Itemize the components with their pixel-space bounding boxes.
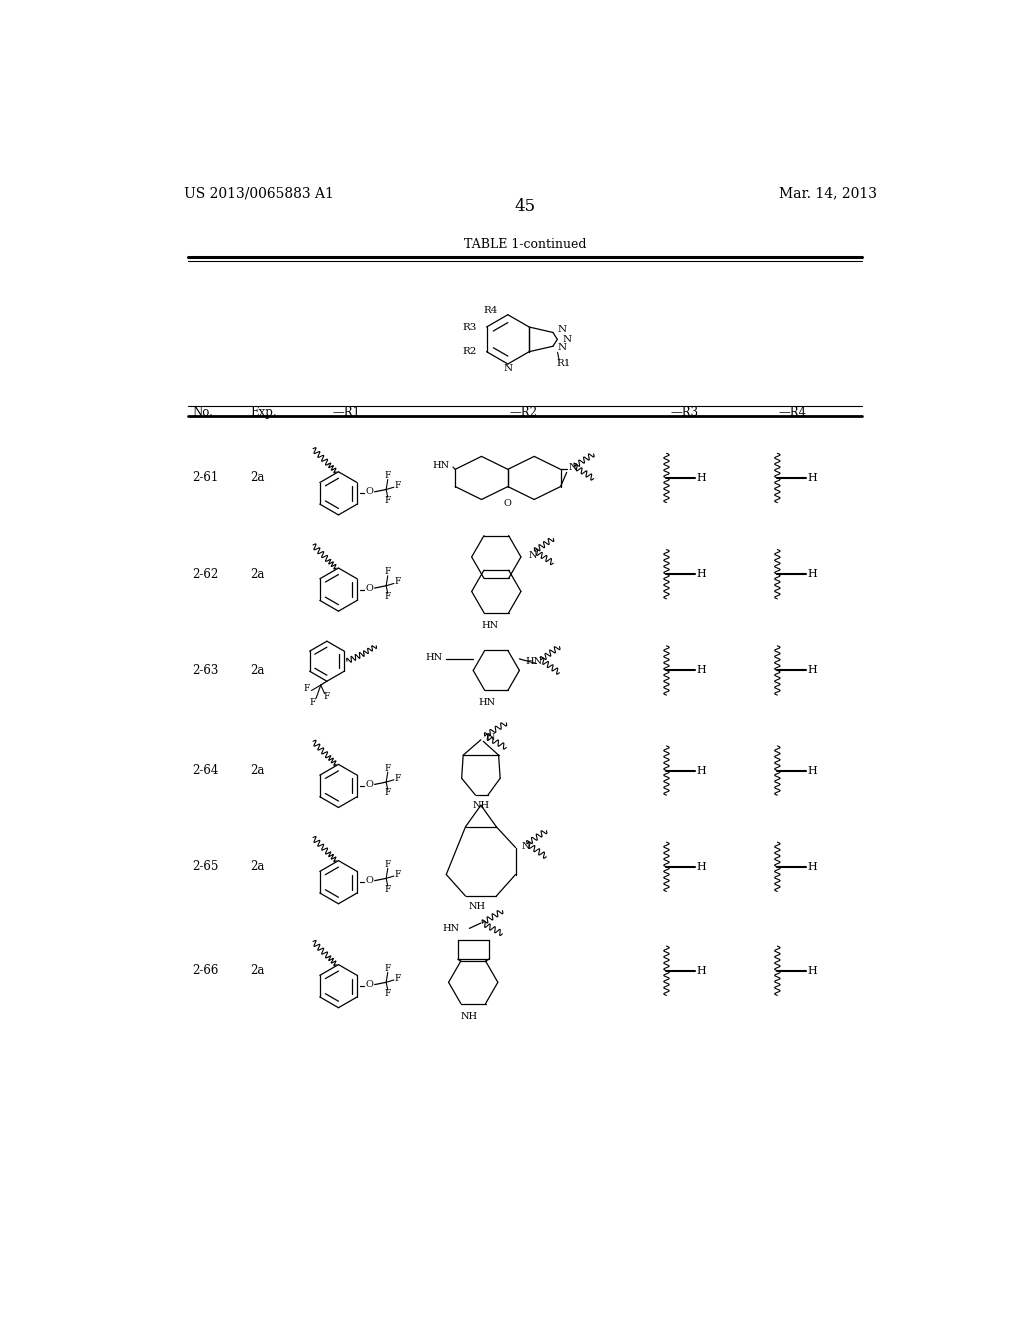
Text: 2-65: 2-65: [193, 861, 218, 874]
Text: HN: HN: [478, 698, 496, 708]
Text: 45: 45: [514, 198, 536, 215]
Text: N: N: [504, 364, 512, 374]
Text: O: O: [366, 487, 373, 496]
Text: US 2013/0065883 A1: US 2013/0065883 A1: [184, 186, 334, 201]
Text: TABLE 1-continued: TABLE 1-continued: [464, 238, 586, 251]
Text: N: N: [558, 325, 566, 334]
Text: 2-62: 2-62: [193, 568, 218, 581]
Text: F: F: [310, 698, 316, 708]
Text: F: F: [394, 870, 401, 879]
Text: Exp.: Exp.: [250, 407, 276, 418]
Text: 2a: 2a: [250, 964, 264, 977]
Text: HN: HN: [442, 924, 460, 933]
Text: HN: HN: [525, 657, 543, 667]
Text: H: H: [808, 473, 817, 483]
Text: 2a: 2a: [250, 471, 264, 484]
Text: R3: R3: [463, 322, 477, 331]
Text: F: F: [385, 593, 391, 601]
Text: F: F: [394, 577, 401, 586]
Text: H: H: [696, 966, 707, 975]
Text: F: F: [385, 884, 391, 894]
Text: N: N: [487, 733, 496, 742]
Text: N: N: [563, 335, 571, 343]
Text: R2: R2: [463, 347, 477, 356]
Text: 2-61: 2-61: [193, 471, 218, 484]
Text: H: H: [696, 862, 707, 871]
Text: H: H: [696, 665, 707, 676]
Text: N: N: [521, 842, 530, 850]
Text: —R4: —R4: [778, 407, 807, 418]
Text: 2-64: 2-64: [193, 764, 218, 777]
Text: N: N: [558, 343, 566, 352]
Text: 2a: 2a: [250, 568, 264, 581]
Text: F: F: [394, 482, 401, 490]
Text: N: N: [528, 550, 538, 560]
Text: F: F: [385, 764, 391, 772]
Text: F: F: [385, 471, 391, 480]
Text: F: F: [304, 685, 310, 693]
Text: R1: R1: [557, 359, 571, 368]
Text: O: O: [366, 876, 373, 886]
Text: H: H: [696, 766, 707, 776]
Text: F: F: [394, 774, 401, 783]
Text: H: H: [808, 862, 817, 871]
Text: 2-63: 2-63: [193, 664, 218, 677]
Text: H: H: [808, 966, 817, 975]
Text: Mar. 14, 2013: Mar. 14, 2013: [779, 186, 878, 201]
Text: HN: HN: [432, 461, 450, 470]
Text: H: H: [808, 569, 817, 579]
Text: H: H: [808, 766, 817, 776]
Text: N: N: [569, 463, 578, 473]
Text: O: O: [366, 583, 373, 593]
Text: 2a: 2a: [250, 861, 264, 874]
Text: 2a: 2a: [250, 764, 264, 777]
Text: 2-66: 2-66: [193, 964, 218, 977]
Text: F: F: [385, 788, 391, 797]
Text: HN: HN: [425, 653, 442, 661]
Text: F: F: [385, 861, 391, 869]
Text: F: F: [385, 496, 391, 504]
Text: F: F: [385, 568, 391, 577]
Text: R4: R4: [483, 306, 498, 315]
Text: H: H: [808, 665, 817, 676]
Text: HN: HN: [481, 620, 499, 630]
Text: NH: NH: [461, 1011, 478, 1020]
Text: F: F: [394, 974, 401, 983]
Text: —R1: —R1: [332, 407, 360, 418]
Text: O: O: [366, 780, 373, 789]
Text: NH: NH: [472, 801, 489, 809]
Text: No.: No.: [193, 407, 213, 418]
Text: H: H: [696, 473, 707, 483]
Text: 2a: 2a: [250, 664, 264, 677]
Text: O: O: [366, 981, 373, 989]
Text: F: F: [385, 989, 391, 998]
Text: O: O: [504, 499, 512, 508]
Text: NH: NH: [469, 903, 485, 911]
Text: —R2: —R2: [509, 407, 538, 418]
Text: F: F: [324, 692, 330, 701]
Text: H: H: [696, 569, 707, 579]
Text: F: F: [385, 964, 391, 973]
Text: —R3: —R3: [671, 407, 699, 418]
